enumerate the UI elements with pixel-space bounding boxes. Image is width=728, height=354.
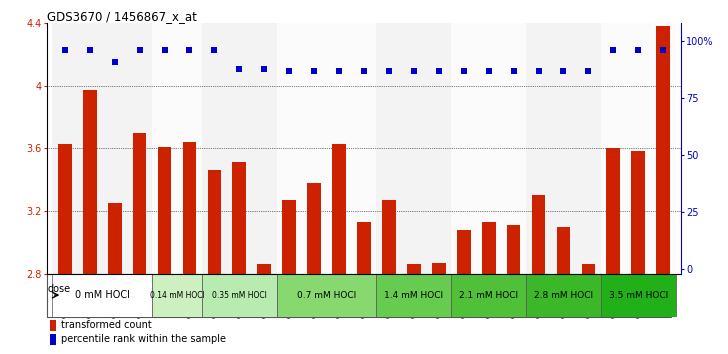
Point: [383, 68, 395, 74]
Bar: [52, 23, 152, 274]
Point: [633, 47, 644, 53]
Point: [208, 47, 220, 53]
Bar: [357, 222, 371, 274]
Bar: [158, 147, 171, 274]
Bar: [282, 200, 296, 274]
Point: [533, 68, 545, 74]
Bar: [526, 23, 601, 274]
Text: 2.1 mM HOCl: 2.1 mM HOCl: [459, 291, 518, 299]
Bar: [83, 90, 97, 274]
Point: [308, 68, 320, 74]
Bar: [52, 274, 152, 317]
Point: [183, 47, 195, 53]
Bar: [152, 274, 202, 317]
Point: [108, 59, 120, 64]
Bar: [601, 274, 676, 317]
Bar: [376, 274, 451, 317]
Bar: [50, 334, 55, 346]
Bar: [183, 142, 197, 274]
Bar: [657, 26, 670, 274]
Point: [608, 47, 620, 53]
Bar: [202, 274, 277, 317]
Bar: [132, 133, 146, 274]
Point: [258, 66, 270, 72]
Point: [234, 66, 245, 72]
Bar: [207, 170, 221, 274]
Bar: [108, 203, 122, 274]
Bar: [432, 263, 446, 274]
Bar: [557, 227, 570, 274]
Bar: [277, 23, 376, 274]
Point: [657, 47, 669, 53]
Point: [558, 68, 569, 74]
Bar: [307, 183, 321, 274]
Bar: [507, 225, 521, 274]
Point: [458, 68, 470, 74]
Bar: [407, 264, 421, 274]
Bar: [482, 222, 496, 274]
Bar: [457, 230, 470, 274]
Text: 1.4 mM HOCl: 1.4 mM HOCl: [384, 291, 443, 299]
Point: [134, 47, 146, 53]
Bar: [332, 144, 346, 274]
Text: dose: dose: [48, 284, 71, 293]
Bar: [451, 274, 526, 317]
Text: transformed count: transformed count: [61, 320, 152, 330]
Text: 2.8 mM HOCl: 2.8 mM HOCl: [534, 291, 593, 299]
Text: 0 mM HOCl: 0 mM HOCl: [75, 290, 130, 300]
Bar: [451, 23, 526, 274]
Text: 0.35 mM HOCl: 0.35 mM HOCl: [212, 291, 266, 299]
Text: GDS3670 / 1456867_x_at: GDS3670 / 1456867_x_at: [47, 10, 197, 23]
Bar: [382, 200, 396, 274]
Point: [408, 68, 420, 74]
Bar: [232, 162, 246, 274]
Bar: [376, 23, 451, 274]
Bar: [631, 152, 645, 274]
Point: [84, 47, 95, 53]
Point: [483, 68, 494, 74]
Point: [508, 68, 520, 74]
Bar: [152, 23, 202, 274]
Bar: [258, 264, 271, 274]
Bar: [202, 23, 277, 274]
Text: 0.14 mM HOCl: 0.14 mM HOCl: [150, 291, 205, 299]
Point: [59, 47, 71, 53]
Bar: [582, 264, 596, 274]
Bar: [606, 148, 620, 274]
Bar: [277, 274, 376, 317]
Point: [159, 47, 170, 53]
Point: [333, 68, 345, 74]
Bar: [50, 320, 55, 331]
Text: percentile rank within the sample: percentile rank within the sample: [61, 335, 226, 344]
Bar: [531, 195, 545, 274]
Point: [358, 68, 370, 74]
Text: 0.7 mM HOCl: 0.7 mM HOCl: [297, 291, 356, 299]
Text: 3.5 mM HOCl: 3.5 mM HOCl: [609, 291, 668, 299]
Bar: [526, 274, 601, 317]
Bar: [58, 144, 71, 274]
Point: [582, 68, 594, 74]
Point: [433, 68, 445, 74]
Bar: [601, 23, 676, 274]
Point: [283, 68, 295, 74]
